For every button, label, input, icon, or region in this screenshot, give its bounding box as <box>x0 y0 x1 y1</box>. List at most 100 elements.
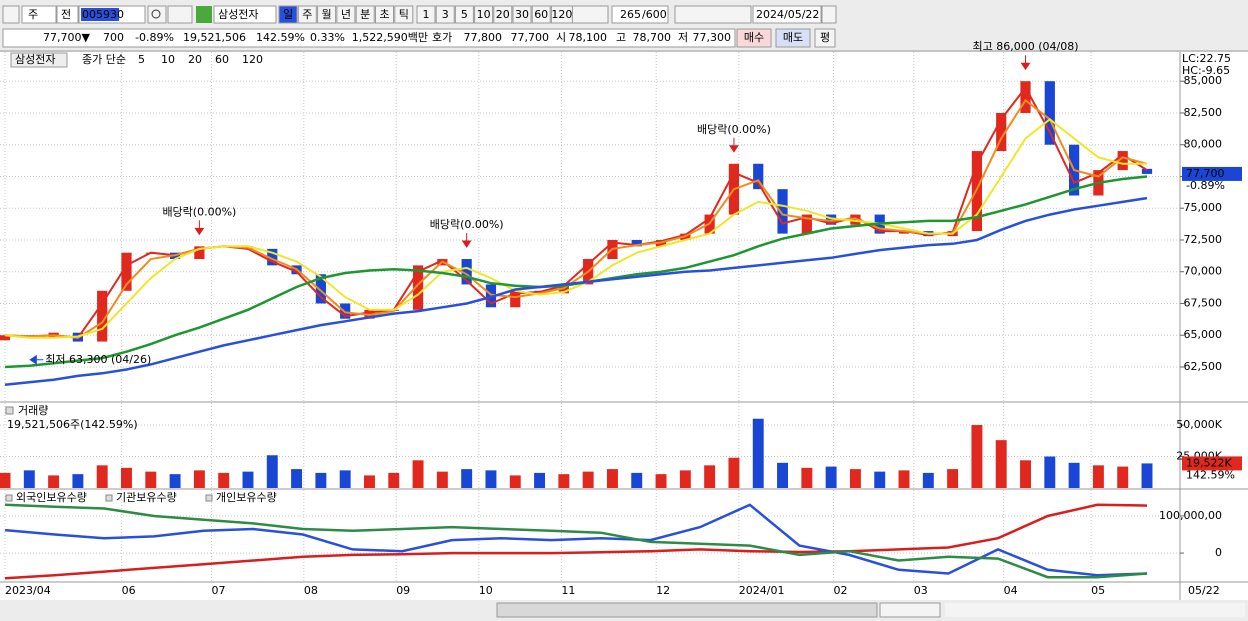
period-label[interactable]: 주 <box>302 8 312 21</box>
interval-button[interactable] <box>550 5 573 24</box>
period-button[interactable] <box>394 5 414 24</box>
volume-bar <box>291 469 303 488</box>
date-field[interactable] <box>752 5 822 24</box>
x-end-label: 05/22 <box>1188 584 1220 597</box>
y-tick-label: 67,500 <box>1184 296 1223 309</box>
interval-button[interactable] <box>454 5 474 24</box>
period-label[interactable]: 초 <box>379 8 389 21</box>
legend-entry: 5 <box>138 53 145 66</box>
legend-entry: 외국인보유수량 <box>16 491 87 504</box>
interval-button[interactable] <box>435 5 455 24</box>
interval-label[interactable]: 1 <box>423 8 430 21</box>
legend-entry: 기관보유수량 <box>116 491 177 504</box>
last-price: 77,700 <box>1186 167 1225 180</box>
count-field[interactable] <box>611 5 669 24</box>
volume-bar <box>534 472 546 488</box>
period-button[interactable] <box>375 5 394 24</box>
y-tick-label: 85,000 <box>1184 74 1223 87</box>
period-label[interactable]: 틱 <box>399 8 409 21</box>
candle-body <box>510 290 521 308</box>
buy-label[interactable]: 매수 <box>744 31 764 44</box>
search-button[interactable] <box>147 5 167 24</box>
interval-label[interactable]: 20 <box>496 8 510 21</box>
y-tick-label: 80,000 <box>1184 138 1223 151</box>
last-volume-box <box>1182 456 1242 471</box>
name-field[interactable] <box>213 5 277 24</box>
buy-button[interactable] <box>736 28 772 48</box>
x-tick-label: 10 <box>479 584 493 597</box>
period-button[interactable] <box>297 5 317 24</box>
speaker-button[interactable] <box>167 5 193 24</box>
interval-label[interactable]: 60 <box>534 8 548 21</box>
last-change: -0.89% <box>1186 179 1225 192</box>
calendar-button[interactable] <box>821 5 837 24</box>
volume-bar <box>1092 465 1104 488</box>
candle-body <box>898 231 910 234</box>
y-tick-label: 72,500 <box>1184 233 1223 246</box>
candle-body <box>801 214 812 234</box>
interval-button[interactable] <box>493 5 513 24</box>
investor-line <box>4 503 1148 577</box>
interval-label[interactable]: 3 <box>442 8 449 21</box>
dropdown[interactable] <box>571 5 609 24</box>
stock-code: 005930 <box>82 8 124 21</box>
period-button[interactable] <box>278 5 298 24</box>
candle-body <box>850 214 861 225</box>
volume-bar <box>23 470 35 488</box>
interval-button[interactable] <box>512 5 532 24</box>
market-select[interactable] <box>21 5 57 24</box>
period-button[interactable] <box>355 5 375 24</box>
period-label[interactable]: 월 <box>322 8 332 21</box>
period-label[interactable]: 분 <box>360 8 370 21</box>
volume-bar <box>266 455 278 488</box>
interval-label[interactable]: 30 <box>515 8 529 21</box>
tool-icons[interactable] <box>674 5 752 24</box>
interval-button[interactable] <box>416 5 436 24</box>
volume-bar <box>48 475 60 488</box>
info-open-label: 시 <box>556 31 566 44</box>
info-box <box>2 28 736 48</box>
period-label[interactable]: 년 <box>341 8 351 21</box>
volume-bar <box>849 469 861 488</box>
info-low: 77,300 <box>693 31 732 44</box>
sell-label[interactable]: 매도 <box>783 31 803 44</box>
interval-button[interactable] <box>531 5 551 24</box>
interval-label[interactable]: 5 <box>461 8 468 21</box>
annotation: 최저 63,300 (04/26) <box>45 353 151 366</box>
avg-button[interactable] <box>814 28 836 48</box>
sell-button[interactable] <box>775 28 811 48</box>
period-button[interactable] <box>317 5 337 24</box>
scope-select[interactable] <box>56 5 79 24</box>
interval-label[interactable]: 10 <box>477 8 491 21</box>
volume-bar <box>971 425 983 488</box>
volume-bar <box>96 465 108 488</box>
period-label[interactable]: 일 <box>283 7 293 21</box>
y-tick-label: 50,000K <box>1176 418 1222 431</box>
menu-icon[interactable] <box>2 5 20 24</box>
x-tick-label: 2023/04 <box>5 584 51 597</box>
volume-bar <box>704 465 716 488</box>
info-bid: 77,700 <box>511 31 550 44</box>
scroll-thumb[interactable] <box>496 602 878 618</box>
interval-button[interactable] <box>474 5 494 24</box>
investor-line <box>4 503 1148 579</box>
interval-label[interactable]: 120 <box>551 8 572 21</box>
legend-label: 종가 단순 <box>82 53 126 66</box>
bar-max: /600 <box>642 8 667 21</box>
zoom-controls[interactable] <box>945 603 1245 617</box>
candle-body <box>461 259 472 285</box>
volume-bar <box>242 471 254 488</box>
annotation: 배당락(0.00%) <box>430 218 504 231</box>
hc-label: HC:-9.65 <box>1182 64 1230 77</box>
volume-bar <box>218 472 230 488</box>
volume-bar <box>193 470 205 488</box>
code-highlight <box>81 8 119 21</box>
period-button[interactable] <box>336 5 356 24</box>
info-high: 78,700 <box>633 31 672 44</box>
info-change-rate: -0.89% <box>135 31 174 44</box>
legend-marker <box>105 494 113 502</box>
info-turnover: 0.33% <box>310 31 345 44</box>
play-controls[interactable] <box>879 602 941 618</box>
avg-label[interactable]: 평 <box>820 31 830 44</box>
